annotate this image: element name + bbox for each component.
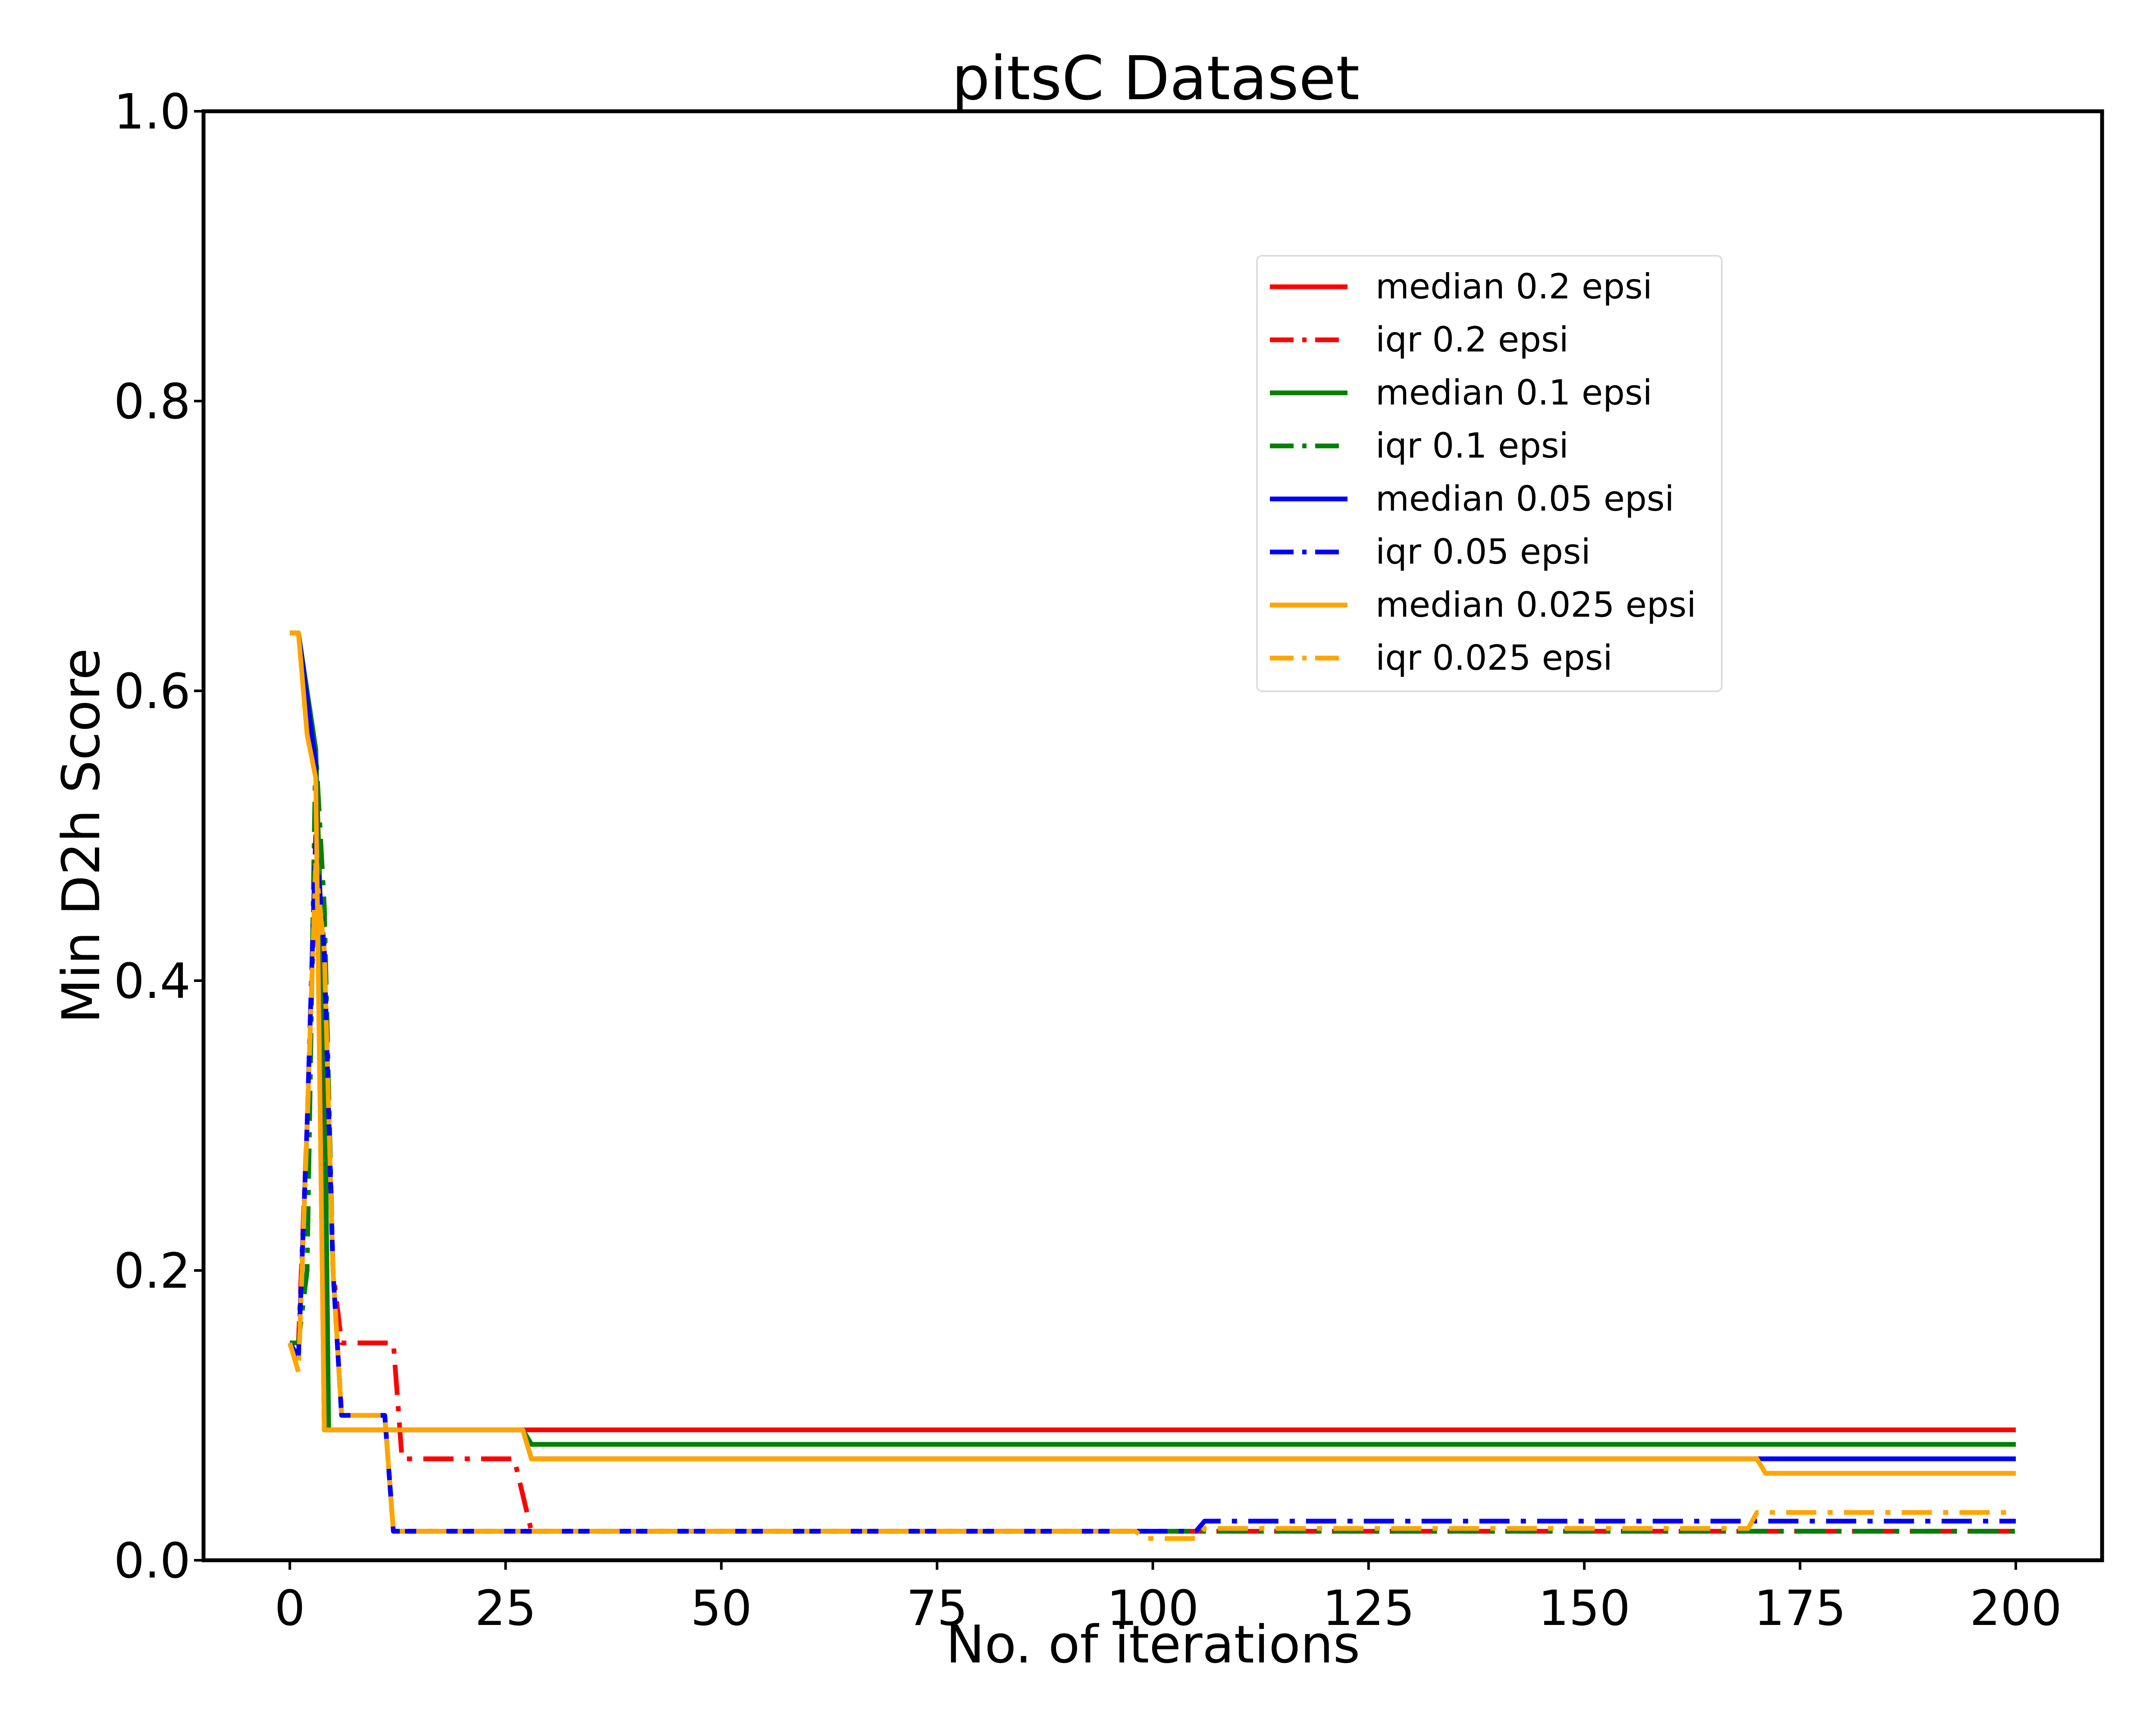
x-tick-label: 25 xyxy=(475,1581,536,1637)
series-line-6 xyxy=(288,833,2016,1534)
x-tick-label: 50 xyxy=(691,1581,752,1637)
y-tick-label: 0.8 xyxy=(114,374,191,430)
y-tick-label: 1.0 xyxy=(114,84,191,140)
legend-label-1: median 0.2 epsi xyxy=(1376,267,1652,307)
legend-label-8: iqr 0.025 epsi xyxy=(1376,638,1613,678)
x-tick-label: 75 xyxy=(906,1581,968,1637)
plot-frame xyxy=(201,109,2104,1562)
y-axis-ticks: 0.0 0.2 0.4 0.6 0.8 1.0 xyxy=(114,84,204,1589)
series-line-3 xyxy=(290,630,2016,1447)
x-axis-ticks: 0 25 50 75 100 125 150 175 200 xyxy=(275,1560,2062,1637)
x-tick-label: 125 xyxy=(1322,1581,1415,1637)
x-tick-label: 175 xyxy=(1754,1581,1846,1637)
series-line-1 xyxy=(290,630,2016,1433)
legend-label-3: median 0.1 epsi xyxy=(1376,373,1652,413)
x-tick-label: 0 xyxy=(275,1581,305,1637)
y-axis-label: Min D2h Score xyxy=(52,648,112,1023)
y-tick-label: 0.6 xyxy=(114,664,191,720)
legend: median 0.2 epsi iqr 0.2 epsi median 0.1 ep… xyxy=(1256,255,1723,692)
y-tick-label: 0.0 xyxy=(114,1533,191,1589)
series-line-5 xyxy=(290,630,2016,1462)
series-line-7 xyxy=(290,630,2016,1476)
legend-label-4: iqr 0.1 epsi xyxy=(1376,426,1569,466)
x-axis-label: No. of iterations xyxy=(946,1615,1360,1675)
plot-series xyxy=(287,630,2016,1541)
legend-label-6: iqr 0.05 epsi xyxy=(1376,532,1591,572)
x-tick-label: 150 xyxy=(1538,1581,1630,1637)
legend-label-5: median 0.05 epsi xyxy=(1376,479,1674,519)
y-tick-label: 0.2 xyxy=(114,1243,191,1299)
x-tick-label: 200 xyxy=(1970,1581,2062,1637)
series-line-4 xyxy=(290,746,2016,1534)
legend-label-7: median 0.025 epsi xyxy=(1376,585,1696,625)
x-tick-label: 100 xyxy=(1107,1581,1199,1637)
legend-label-2: iqr 0.2 epsi xyxy=(1376,320,1569,360)
y-tick-label: 0.4 xyxy=(114,953,191,1010)
chart-title: pitsC Dataset xyxy=(952,44,1360,114)
series-line-8 xyxy=(287,862,2016,1541)
legend-box xyxy=(1256,255,1723,692)
